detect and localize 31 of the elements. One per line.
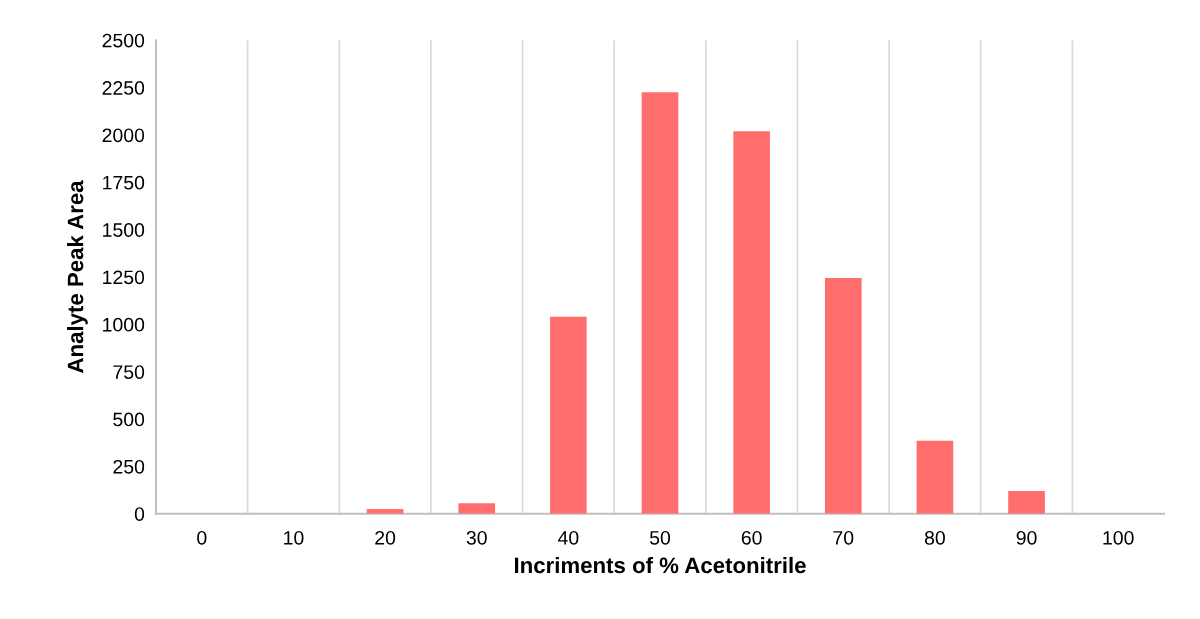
x-tick-label: 90 xyxy=(1016,530,1037,545)
y-tick-label: 1250 xyxy=(103,270,145,285)
y-tick-label: 250 xyxy=(113,459,145,474)
y-tick-label: 500 xyxy=(113,412,145,427)
bar xyxy=(550,316,587,514)
x-axis-title: Incriments of % Acetonitrile xyxy=(514,556,806,574)
x-tick-label: 20 xyxy=(375,530,396,545)
x-tick-label: 60 xyxy=(741,530,762,545)
x-tick-label: 80 xyxy=(924,530,945,545)
x-tick-label: 0 xyxy=(197,530,207,545)
y-axis-title: Analyte Peak Area xyxy=(67,180,88,373)
x-tick-label: 30 xyxy=(466,530,487,545)
x-tick-label: 70 xyxy=(833,530,854,545)
y-tick-label: 1750 xyxy=(103,175,145,190)
y-tick-label: 2500 xyxy=(102,33,145,48)
y-tick-label: 0 xyxy=(134,507,145,522)
y-tick-label: 1000 xyxy=(103,317,145,332)
bar xyxy=(641,92,679,514)
x-tick-label: 50 xyxy=(649,530,671,545)
y-tick-label: 2250 xyxy=(102,81,145,95)
bar xyxy=(733,131,770,514)
bar xyxy=(1008,491,1045,514)
x-tick-label: 40 xyxy=(558,530,579,545)
x-tick-label: 100 xyxy=(1103,530,1134,545)
y-tick-label: 1500 xyxy=(103,223,145,237)
y-tick-label: 2000 xyxy=(102,128,145,143)
bar xyxy=(824,277,862,514)
bar xyxy=(458,503,496,514)
x-tick-label: 10 xyxy=(284,530,304,545)
bar xyxy=(916,440,954,514)
y-tick-label: 750 xyxy=(113,365,145,379)
